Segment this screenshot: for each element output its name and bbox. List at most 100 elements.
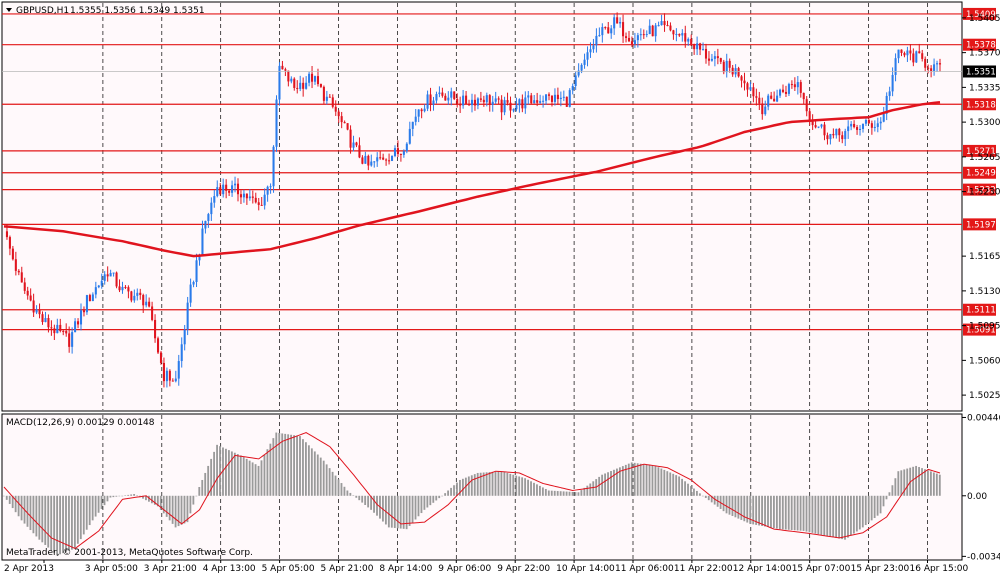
macd-bar xyxy=(790,495,793,531)
candle-body xyxy=(275,99,278,147)
candle-body xyxy=(5,231,8,238)
candle-body xyxy=(432,100,435,105)
candle-body xyxy=(79,310,83,325)
candle-body xyxy=(405,143,408,152)
candle-body xyxy=(933,64,936,71)
candle-body xyxy=(894,58,897,75)
macd-bar xyxy=(248,460,251,496)
level-price-label: 1.5409 xyxy=(966,10,996,20)
macd-bar xyxy=(938,474,941,496)
moving-average-line xyxy=(3,101,941,258)
macd-bar xyxy=(447,490,450,496)
candle-body xyxy=(435,94,438,101)
candle-body xyxy=(53,328,56,334)
candle-body xyxy=(115,272,118,287)
macd-bar xyxy=(162,495,165,514)
candle-body xyxy=(228,190,231,193)
candle-body xyxy=(660,21,663,26)
macd-bar xyxy=(562,491,565,496)
macd-bar xyxy=(479,472,482,496)
candle-body xyxy=(296,87,299,89)
candle-body xyxy=(787,84,790,94)
macd-bar xyxy=(684,481,686,496)
candle-body xyxy=(242,193,245,198)
macd-bar xyxy=(103,495,106,506)
price-pane[interactable] xyxy=(1,1,963,412)
candle-body xyxy=(690,38,693,45)
candle-body xyxy=(598,35,601,37)
candle-body xyxy=(159,352,163,363)
macd-bar xyxy=(823,495,826,536)
macd-bar xyxy=(399,495,402,529)
candle-body xyxy=(876,123,879,127)
candle-body xyxy=(426,94,429,109)
candle-body xyxy=(316,76,320,85)
candle-body xyxy=(284,69,287,71)
macd-bar xyxy=(512,474,515,496)
macd-bar xyxy=(879,495,882,514)
macd-bar xyxy=(109,495,112,498)
macd-axis: 0.00446 0.00 -0.00345 xyxy=(962,413,1000,562)
candle-body xyxy=(915,51,918,63)
candle-body xyxy=(882,113,885,122)
macd-bar xyxy=(852,495,855,534)
macd-bar xyxy=(553,490,556,496)
candle-body xyxy=(473,99,476,106)
macd-bar xyxy=(740,495,743,520)
candle-body xyxy=(873,126,876,128)
candle-body xyxy=(130,291,133,301)
collapse-triangle-icon[interactable] xyxy=(6,8,12,12)
macd-bar xyxy=(29,495,32,531)
macd-bar xyxy=(334,475,337,496)
candle-body xyxy=(358,145,361,158)
candle-body xyxy=(693,44,696,50)
candle-body xyxy=(547,94,551,96)
candle-body xyxy=(613,17,616,29)
macd-bar xyxy=(764,495,766,527)
macd-bar xyxy=(918,467,920,496)
candle-body xyxy=(14,259,17,271)
candle-body xyxy=(408,128,411,144)
macd-bar xyxy=(832,495,835,538)
candle-body xyxy=(186,302,189,330)
macd-bar xyxy=(71,495,73,550)
macd-bar xyxy=(761,495,763,526)
candle-body xyxy=(156,338,160,353)
horizontal-levels[interactable]: 1.5409 1.5378 1.5318 1.5271 1.5249 1.5232 1.51… xyxy=(2,7,996,336)
macd-bar xyxy=(506,472,509,496)
candle-body xyxy=(106,274,109,277)
macd-bar xyxy=(171,495,174,524)
candle-body xyxy=(749,87,752,90)
macd-bar xyxy=(681,478,684,496)
macd-pane[interactable] xyxy=(1,413,963,561)
macd-bar xyxy=(420,495,423,514)
price-tick-label: 1.5370 xyxy=(969,49,1000,59)
copyright-text: MetaTrader, © 2001-2013, MetaQuotes Soft… xyxy=(6,548,253,558)
level-price-tag xyxy=(963,166,996,179)
time-tick-label: 5 Apr 21:00 xyxy=(321,564,374,574)
macd-bar xyxy=(5,495,8,500)
candle-body xyxy=(811,120,814,126)
candle-body xyxy=(151,306,154,320)
candle-body xyxy=(752,87,755,97)
candle-body xyxy=(423,108,426,112)
macd-bar xyxy=(666,471,669,496)
candle-body xyxy=(743,80,746,84)
macd-bar xyxy=(888,492,891,496)
macd-bar xyxy=(370,495,373,510)
macd-bar xyxy=(530,481,532,496)
macd-bar xyxy=(148,495,150,502)
macd-bar xyxy=(932,472,935,496)
macd-bar xyxy=(11,495,14,509)
candle-body xyxy=(322,86,325,101)
candle-body xyxy=(500,99,503,113)
macd-bar xyxy=(835,495,838,538)
macd-bar xyxy=(376,495,378,516)
macd-bar xyxy=(704,495,707,498)
macd-bar xyxy=(322,460,325,496)
candle-body xyxy=(305,82,308,89)
macd-bar xyxy=(476,472,479,496)
candle-body xyxy=(482,99,485,103)
candle-body xyxy=(770,95,773,99)
